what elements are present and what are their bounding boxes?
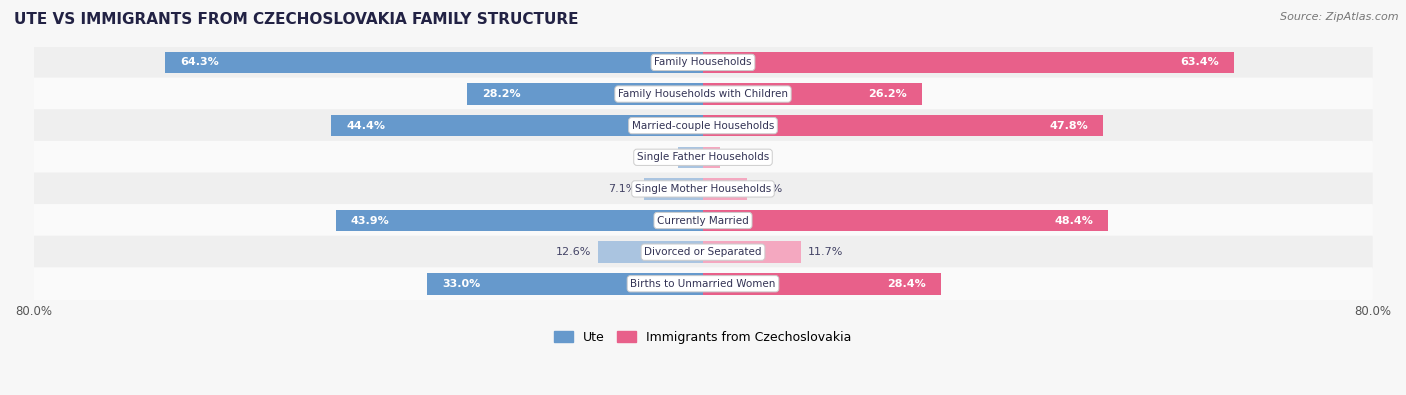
Bar [644,178,703,199]
Text: Family Households: Family Households [654,57,752,68]
Bar [703,147,720,168]
Text: UTE VS IMMIGRANTS FROM CZECHOSLOVAKIA FAMILY STRUCTURE: UTE VS IMMIGRANTS FROM CZECHOSLOVAKIA FA… [14,12,578,27]
Bar [703,241,801,263]
Bar [427,273,703,295]
Text: Family Households with Children: Family Households with Children [619,89,787,99]
Text: 43.9%: 43.9% [350,216,389,226]
FancyBboxPatch shape [34,46,1372,79]
Bar [703,115,1104,136]
Text: Births to Unmarried Women: Births to Unmarried Women [630,279,776,289]
Text: Single Father Households: Single Father Households [637,152,769,162]
Text: 64.3%: 64.3% [180,57,219,68]
FancyBboxPatch shape [34,77,1372,111]
Bar [703,83,922,105]
Bar [703,178,748,199]
Text: 33.0%: 33.0% [441,279,479,289]
Text: Source: ZipAtlas.com: Source: ZipAtlas.com [1281,12,1399,22]
Text: 63.4%: 63.4% [1180,57,1219,68]
FancyBboxPatch shape [34,236,1372,269]
FancyBboxPatch shape [34,267,1372,300]
Legend: Ute, Immigrants from Czechoslovakia: Ute, Immigrants from Czechoslovakia [550,326,856,349]
Text: Married-couple Households: Married-couple Households [631,120,775,131]
Bar [703,273,941,295]
Text: 48.4%: 48.4% [1054,216,1092,226]
Text: 28.2%: 28.2% [482,89,520,99]
FancyBboxPatch shape [34,109,1372,142]
Bar [598,241,703,263]
Text: 47.8%: 47.8% [1049,120,1088,131]
FancyBboxPatch shape [34,204,1372,237]
Bar [165,52,703,73]
Bar [467,83,703,105]
Text: 5.3%: 5.3% [754,184,782,194]
Text: 44.4%: 44.4% [346,120,385,131]
Text: 3.0%: 3.0% [643,152,671,162]
Text: Currently Married: Currently Married [657,216,749,226]
Bar [703,52,1233,73]
Bar [703,210,1108,231]
Text: 12.6%: 12.6% [555,247,591,257]
Bar [332,115,703,136]
Text: Single Mother Households: Single Mother Households [636,184,770,194]
Text: 28.4%: 28.4% [887,279,925,289]
FancyBboxPatch shape [34,141,1372,174]
Text: Divorced or Separated: Divorced or Separated [644,247,762,257]
Text: 7.1%: 7.1% [609,184,637,194]
Text: 2.0%: 2.0% [727,152,755,162]
Bar [336,210,703,231]
FancyBboxPatch shape [34,173,1372,205]
Text: 11.7%: 11.7% [807,247,844,257]
Text: 26.2%: 26.2% [869,89,907,99]
Bar [678,147,703,168]
